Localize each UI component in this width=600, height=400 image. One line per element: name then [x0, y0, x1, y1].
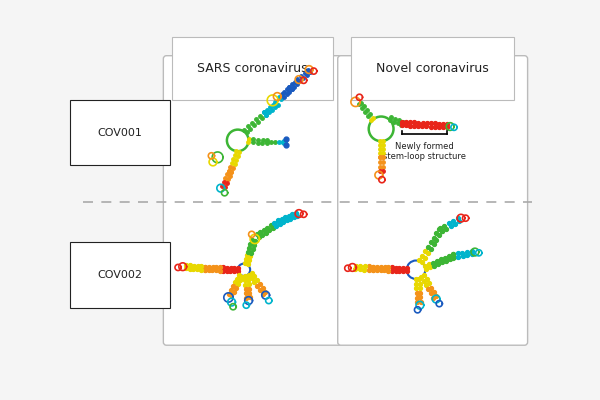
- FancyBboxPatch shape: [338, 56, 527, 345]
- Text: Novel coronavirus: Novel coronavirus: [376, 62, 488, 74]
- FancyBboxPatch shape: [163, 56, 341, 345]
- Text: COV002: COV002: [97, 270, 142, 280]
- Text: Newly formed
stem-loop structure: Newly formed stem-loop structure: [383, 142, 466, 161]
- Circle shape: [238, 264, 250, 276]
- Circle shape: [227, 130, 248, 151]
- Circle shape: [407, 260, 425, 279]
- Text: COV001: COV001: [98, 128, 142, 138]
- Text: SARS coronavirus: SARS coronavirus: [197, 62, 308, 74]
- Circle shape: [369, 116, 394, 141]
